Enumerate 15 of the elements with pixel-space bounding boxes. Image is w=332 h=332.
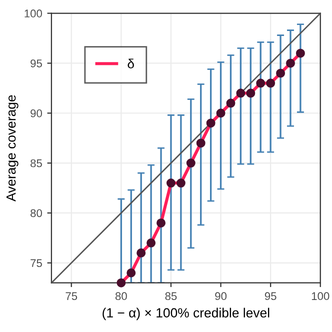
x-tick-label: 100 bbox=[312, 292, 330, 300]
y-axis-title: Average coverage bbox=[6, 95, 18, 202]
y-tick-label: 75 bbox=[30, 259, 42, 268]
x-tick-label: 80 bbox=[115, 292, 127, 300]
x-tick-label: 95 bbox=[264, 292, 276, 300]
x-tick-label: 90 bbox=[215, 292, 227, 300]
y-tick-label: 80 bbox=[30, 209, 42, 218]
x-axis-title: (1 − α) × 100% credible level bbox=[102, 308, 270, 320]
y-tick-label: 90 bbox=[30, 109, 42, 118]
legend-label: δ bbox=[128, 58, 134, 68]
y-tick-label: 100 bbox=[24, 10, 42, 18]
x-tick-label: 75 bbox=[66, 292, 78, 300]
x-tick-label: 85 bbox=[165, 292, 177, 300]
y-tick-label: 85 bbox=[30, 159, 42, 168]
y-tick-label: 95 bbox=[30, 59, 42, 68]
